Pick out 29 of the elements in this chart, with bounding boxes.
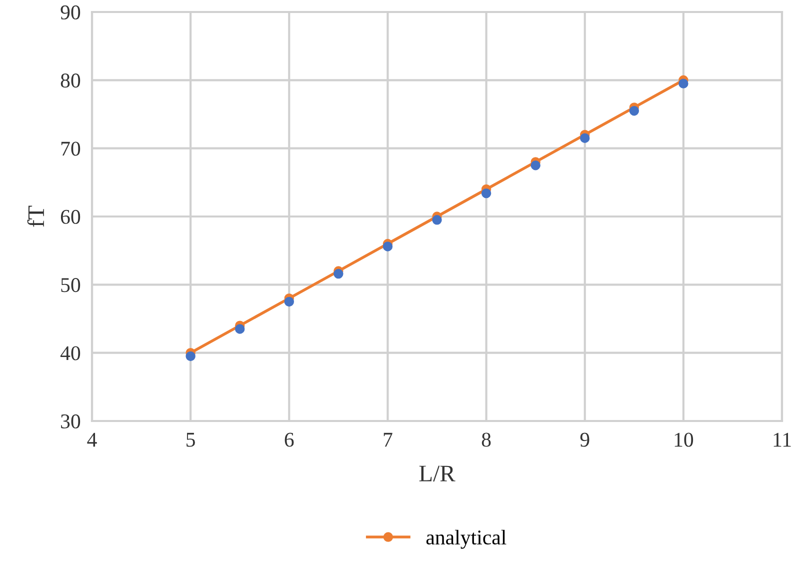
point xyxy=(234,324,245,334)
x-axis-title: L/R xyxy=(419,466,456,482)
point xyxy=(678,78,688,88)
point xyxy=(629,106,640,116)
x-tick-label: 6 xyxy=(284,432,294,447)
point xyxy=(432,215,442,225)
x-tick-label: 7 xyxy=(384,432,392,447)
point xyxy=(481,188,492,198)
y-tick-label: 50 xyxy=(61,278,80,292)
x-tick-label: 10 xyxy=(674,432,694,447)
y-tick-label: 30 xyxy=(61,414,80,428)
y-tick-label: 60 xyxy=(60,210,80,224)
x-tick-label: 11 xyxy=(774,432,791,447)
y-tick-label: 70 xyxy=(61,142,80,156)
point xyxy=(284,296,294,307)
x-tick-label: 8 xyxy=(482,432,491,447)
y-tick-label: 90 xyxy=(60,5,80,20)
y-tick-label: 80 xyxy=(60,74,80,88)
y-axis-title: fT xyxy=(27,206,44,227)
point xyxy=(530,160,540,170)
point xyxy=(580,133,590,143)
x-tick-label: 5 xyxy=(186,432,195,447)
y-tick-label: 40 xyxy=(60,346,80,360)
point xyxy=(186,351,196,362)
legend-label: analytical xyxy=(426,530,506,549)
x-tick-label: 9 xyxy=(580,432,590,447)
point xyxy=(334,268,344,279)
point xyxy=(382,242,393,252)
x-tick-label: 4 xyxy=(87,432,97,447)
